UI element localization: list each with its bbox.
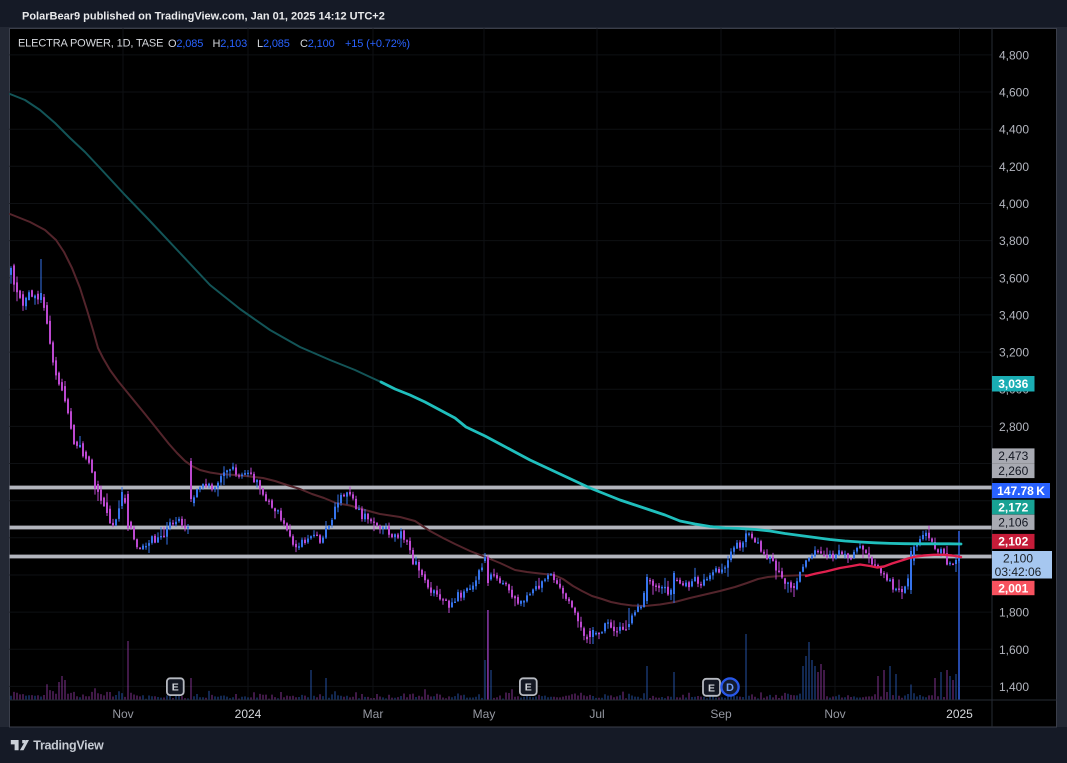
svg-text:E: E (525, 682, 532, 694)
svg-text:4,800: 4,800 (999, 48, 1029, 62)
svg-text:03:42:06: 03:42:06 (995, 565, 1042, 579)
svg-text:C2,100: C2,100 (300, 38, 335, 50)
svg-text:Mar: Mar (363, 707, 384, 721)
svg-text:PolarBear9 published on Tradin: PolarBear9 published on TradingView.com,… (22, 11, 385, 23)
svg-text:ELECTRA POWER, 1D, TASE: ELECTRA POWER, 1D, TASE (18, 38, 163, 50)
svg-text:O2,085: O2,085 (168, 38, 203, 50)
svg-text:L2,085: L2,085 (257, 38, 290, 50)
svg-text:2,102: 2,102 (998, 535, 1028, 549)
svg-text:3,400: 3,400 (999, 308, 1029, 322)
svg-text:3,200: 3,200 (999, 346, 1029, 360)
svg-text:2,100: 2,100 (1003, 552, 1033, 566)
svg-text:Jul: Jul (589, 707, 604, 721)
svg-text:+15 (+0.72%): +15 (+0.72%) (345, 38, 410, 50)
svg-text:Sep: Sep (710, 707, 732, 721)
svg-text:TradingView: TradingView (33, 739, 104, 753)
svg-text:Nov: Nov (112, 707, 133, 721)
svg-text:Nov: Nov (824, 707, 845, 721)
svg-text:1,400: 1,400 (999, 680, 1029, 694)
svg-text:3,036: 3,036 (998, 377, 1028, 391)
svg-text:E: E (172, 682, 179, 694)
svg-text:2,800: 2,800 (999, 420, 1029, 434)
svg-text:D: D (726, 682, 734, 694)
svg-text:2,106: 2,106 (998, 516, 1028, 530)
svg-text:4,000: 4,000 (999, 197, 1029, 211)
svg-text:May: May (473, 707, 496, 721)
svg-text:2,001: 2,001 (998, 581, 1028, 595)
svg-text:3,800: 3,800 (999, 234, 1029, 248)
svg-text:2025: 2025 (946, 707, 973, 721)
svg-text:4,400: 4,400 (999, 123, 1029, 137)
svg-text:1,800: 1,800 (999, 606, 1029, 620)
svg-text:2,172: 2,172 (998, 500, 1028, 514)
svg-text:E: E (708, 682, 715, 694)
svg-text:4,600: 4,600 (999, 86, 1029, 100)
svg-text:3,600: 3,600 (999, 271, 1029, 285)
svg-text:2,473: 2,473 (998, 449, 1028, 463)
svg-text:147.78 K: 147.78 K (997, 484, 1045, 498)
svg-text:2,260: 2,260 (998, 464, 1028, 478)
svg-text:4,200: 4,200 (999, 160, 1029, 174)
svg-text:2024: 2024 (235, 707, 262, 721)
svg-text:1,600: 1,600 (999, 643, 1029, 657)
svg-text:H2,103: H2,103 (213, 38, 248, 50)
